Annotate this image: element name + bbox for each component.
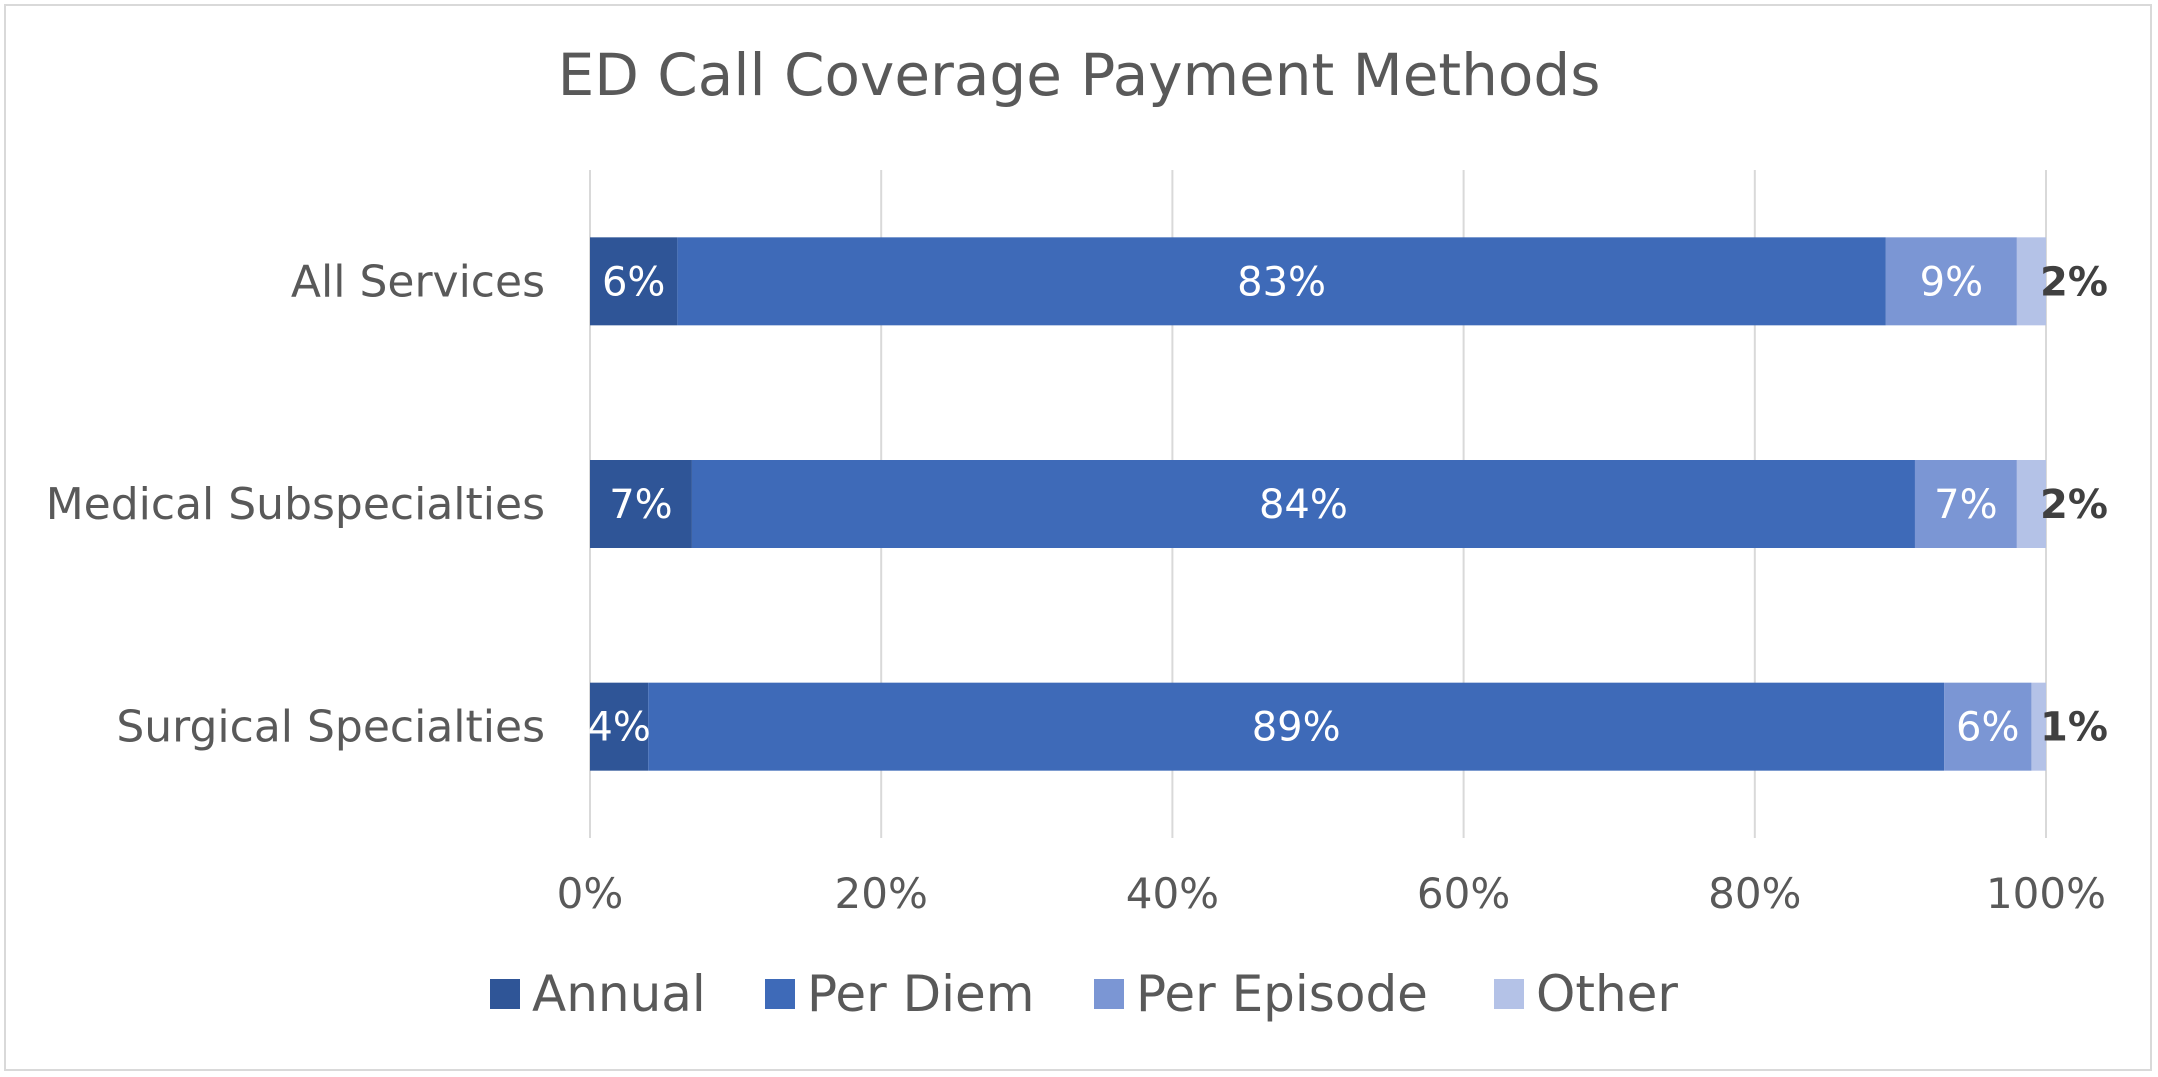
data-label: 9% bbox=[1920, 259, 1983, 305]
x-axis-ticks: 0% 20% 40% 60% 80% 100% bbox=[557, 869, 2106, 918]
legend-swatch bbox=[765, 979, 795, 1009]
x-tick-label: 80% bbox=[1708, 869, 1801, 918]
chart-title: ED Call Coverage Payment Methods bbox=[558, 41, 1601, 109]
data-label: 1% bbox=[2040, 705, 2108, 751]
bar-segment bbox=[1944, 682, 2032, 771]
bar-segment bbox=[2031, 682, 2046, 771]
data-label: 83% bbox=[1237, 259, 1326, 305]
x-tick-label: 0% bbox=[557, 869, 624, 918]
x-tick-label: 60% bbox=[1417, 869, 1510, 918]
category-label: Surgical Specialties bbox=[116, 702, 545, 753]
bar-segment bbox=[2016, 237, 2046, 326]
legend-label: Per Diem bbox=[807, 965, 1034, 1023]
legend-swatch bbox=[1494, 979, 1524, 1009]
bar-segment bbox=[590, 682, 649, 771]
bar-segment bbox=[648, 682, 1945, 771]
legend-label: Per Episode bbox=[1136, 965, 1428, 1023]
category-label: Medical Subspecialties bbox=[46, 479, 545, 530]
bar-segment bbox=[1914, 460, 2017, 548]
x-tick-label: 100% bbox=[1986, 869, 2106, 918]
data-label: 4% bbox=[587, 705, 650, 751]
data-label: 6% bbox=[602, 259, 665, 305]
data-label: 89% bbox=[1252, 705, 1341, 751]
bar-segment bbox=[590, 237, 678, 326]
legend-swatch bbox=[1094, 979, 1124, 1009]
legend-label: Other bbox=[1536, 965, 1678, 1023]
x-tick-label: 20% bbox=[835, 869, 928, 918]
data-label: 7% bbox=[1934, 482, 1997, 528]
category-label: All Services bbox=[291, 256, 545, 307]
bar-segment bbox=[1885, 237, 2017, 326]
data-label: 7% bbox=[609, 482, 672, 528]
legend: Annual Per Diem Per Episode Other bbox=[490, 965, 1678, 1023]
bar-segment bbox=[677, 237, 1886, 326]
data-label: 2% bbox=[2040, 482, 2108, 528]
y-axis-categories: All Services Medical Subspecialties Surgic… bbox=[46, 256, 545, 752]
bar-segment bbox=[691, 460, 1915, 548]
x-tick-label: 40% bbox=[1126, 869, 1219, 918]
data-labels: 6% 83% 9% 2% 7% 84% 7% 2% 4% 89% 6% 1% bbox=[587, 259, 2108, 750]
data-label: 2% bbox=[2040, 259, 2108, 305]
data-label: 84% bbox=[1259, 482, 1348, 528]
legend-swatch bbox=[490, 979, 520, 1009]
bar-segment bbox=[2016, 460, 2046, 548]
legend-label: Annual bbox=[532, 965, 706, 1023]
bars bbox=[590, 237, 2046, 771]
data-label: 6% bbox=[1956, 705, 2019, 751]
bar-segment bbox=[590, 460, 692, 548]
